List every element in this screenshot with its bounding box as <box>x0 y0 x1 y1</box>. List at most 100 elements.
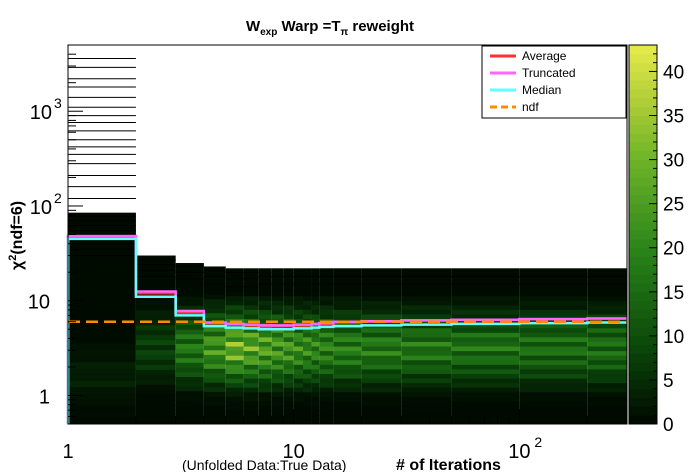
heat-cell <box>311 414 320 420</box>
heat-cell <box>303 346 312 352</box>
heat-cell <box>203 340 226 346</box>
heat-cell <box>451 336 520 342</box>
heat-cell <box>243 373 259 379</box>
heat-cell <box>587 364 627 370</box>
heat-cell <box>319 314 334 320</box>
heat-cell <box>361 419 402 425</box>
heat-cell <box>519 309 588 315</box>
heat-cell <box>401 304 452 310</box>
heat-cell <box>361 401 402 407</box>
heat-cell <box>175 362 204 368</box>
heat-cell <box>333 369 362 375</box>
colorbar-swatch <box>629 371 657 381</box>
heat-cell <box>258 387 272 393</box>
heat-cell <box>225 410 244 416</box>
heat-cell <box>68 386 136 394</box>
heat-cell <box>311 291 320 297</box>
heat-cell <box>225 405 244 411</box>
heat-cell <box>243 336 259 342</box>
heat-cell <box>68 237 136 245</box>
heat-cell <box>519 323 588 329</box>
heat-cell <box>303 350 312 356</box>
heat-cell <box>271 309 284 315</box>
heat-cell <box>258 414 272 420</box>
heat-cell <box>135 409 176 415</box>
heat-cell <box>258 295 272 301</box>
heat-cell <box>175 329 204 335</box>
heat-cell <box>519 314 588 320</box>
heat-cell <box>258 373 272 379</box>
heat-cell <box>293 350 304 356</box>
heat-cell <box>68 225 136 232</box>
heat-cell <box>258 405 272 411</box>
x-tick-exponent: 2 <box>534 434 542 450</box>
heat-cell <box>401 387 452 393</box>
heat-cell <box>361 304 402 310</box>
heat-cell <box>401 396 452 402</box>
heat-cell <box>293 401 304 407</box>
heat-cell <box>283 341 294 347</box>
heat-cell <box>283 291 294 297</box>
heat-cell <box>319 396 334 402</box>
colorbar-swatch <box>629 177 657 187</box>
heat-cell <box>303 364 312 370</box>
heat-cell <box>203 266 226 272</box>
colorbar-tick-label: 15 <box>663 283 684 304</box>
heat-cell <box>311 401 320 407</box>
heat-cell <box>283 414 294 420</box>
heat-cell <box>587 401 627 407</box>
heat-cell <box>319 405 334 411</box>
colorbar-border <box>628 44 658 425</box>
heat-cell <box>587 304 627 310</box>
heat-cell <box>283 336 294 342</box>
heat-cell <box>451 272 520 278</box>
heat-cell <box>243 387 259 393</box>
heat-cell <box>258 401 272 407</box>
heat-cell <box>203 289 226 295</box>
heat-cell <box>303 341 312 347</box>
heat-cell <box>401 336 452 342</box>
heat-cell <box>271 396 284 402</box>
colorbar-swatch <box>629 406 657 416</box>
heat-cell <box>271 286 284 292</box>
colorbar-swatch <box>629 71 657 81</box>
heat-cell <box>311 391 320 397</box>
heat-cell <box>271 277 284 283</box>
heat-cell <box>283 277 294 283</box>
colorbar-swatch <box>629 327 657 337</box>
heat-cell <box>303 359 312 365</box>
heat-cell <box>243 405 259 411</box>
heat-cell <box>243 309 259 315</box>
heat-cell <box>311 419 320 425</box>
heat-cell <box>293 414 304 420</box>
heat-cell <box>293 268 304 274</box>
heat-cell <box>303 295 312 301</box>
heat-cell <box>361 414 402 420</box>
heat-cell <box>361 359 402 365</box>
x-tick-label: 10 <box>283 441 305 463</box>
heat-cell <box>311 272 320 278</box>
heat-cell <box>293 369 304 375</box>
colorbar-swatch <box>629 186 657 196</box>
heat-cell <box>451 382 520 388</box>
heat-cell <box>175 300 204 307</box>
heat-cell <box>587 369 627 375</box>
heat-cell <box>311 300 320 306</box>
heat-cell <box>283 346 294 352</box>
heat-cell <box>258 291 272 297</box>
heat-cell <box>311 286 320 292</box>
heat-cell <box>283 359 294 365</box>
heat-cell <box>311 309 320 315</box>
x-axis-label: # of Iterations <box>396 457 501 472</box>
colorbar-swatch <box>629 282 657 293</box>
colorbar-swatch <box>629 318 657 328</box>
heat-cell <box>203 322 226 328</box>
heat-cell <box>225 282 244 288</box>
heat-cell <box>361 369 402 375</box>
heat-cell <box>319 387 334 393</box>
heat-cell <box>225 300 244 306</box>
heat-cell <box>225 291 244 297</box>
heat-cell <box>68 243 136 251</box>
heat-cell <box>225 346 244 352</box>
